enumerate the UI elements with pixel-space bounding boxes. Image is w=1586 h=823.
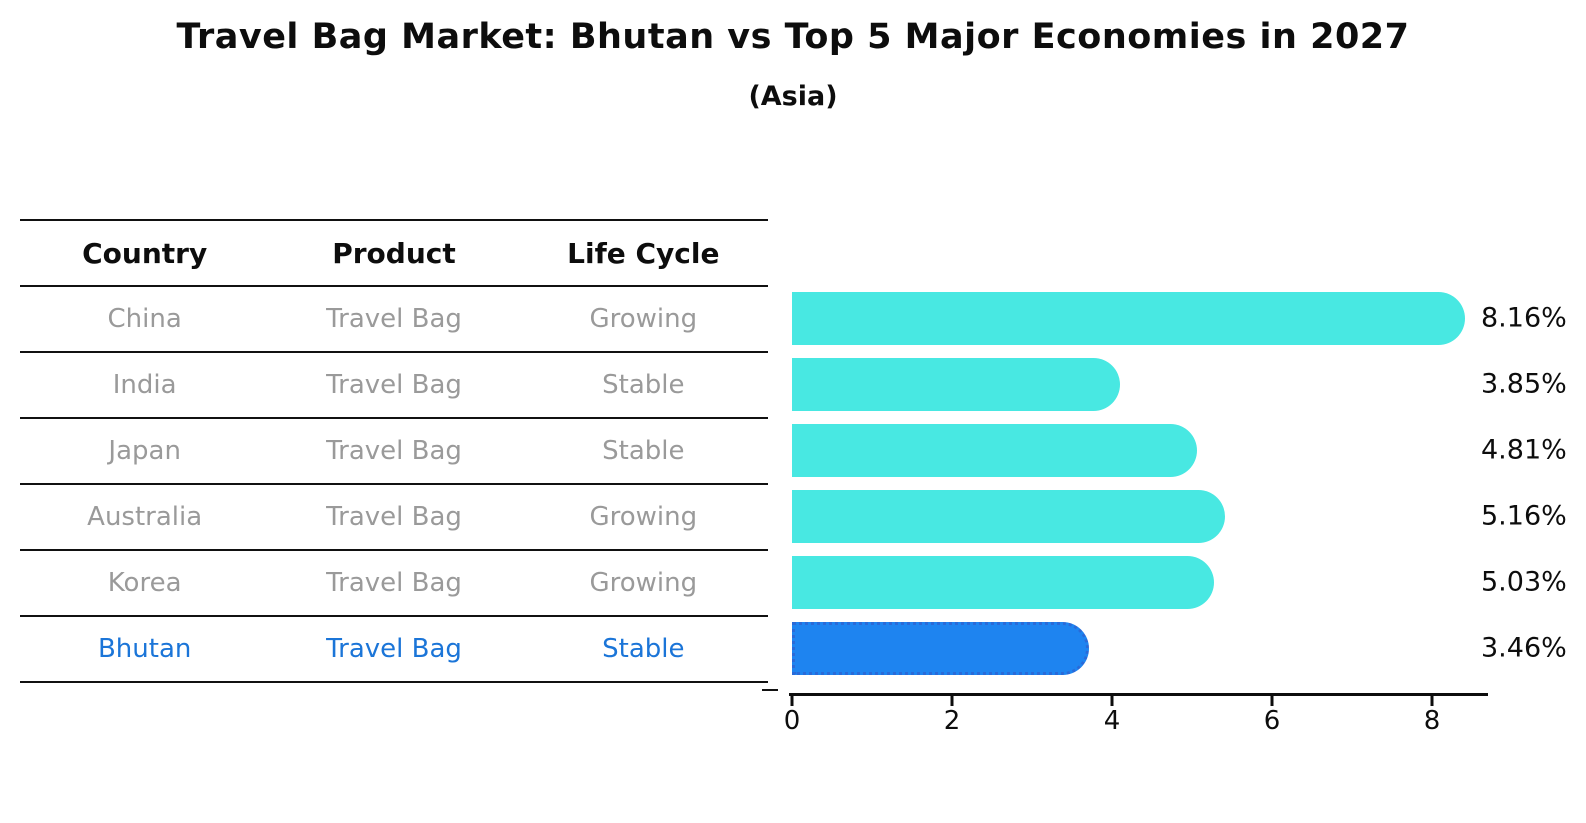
table-row-india: India Travel Bag Stable xyxy=(20,351,768,417)
table-cell-product: Travel Bag xyxy=(326,304,462,334)
bar-value-japan: 4.81% xyxy=(1481,434,1567,466)
table-row-korea: Korea Travel Bag Growing xyxy=(20,549,768,615)
x-axis-tick xyxy=(1430,694,1434,706)
table-cell-life-cycle: Stable xyxy=(602,634,685,664)
chart-subtitle: (Asia) xyxy=(748,81,838,112)
bar-japan xyxy=(792,424,1197,477)
x-axis-tick xyxy=(1110,694,1114,706)
table-header-product: Product xyxy=(332,236,456,270)
x-tick-label-8: 8 xyxy=(1423,706,1441,736)
table-cell-product: Travel Bag xyxy=(326,568,462,598)
bar-value-china: 8.16% xyxy=(1481,302,1567,334)
table-cell-life-cycle: Stable xyxy=(602,436,685,466)
table-bottom-line-stub xyxy=(762,689,778,691)
bar-value-australia: 5.16% xyxy=(1481,500,1567,532)
table-row-bhutan: Bhutan Travel Bag Stable xyxy=(20,615,768,681)
bar-australia xyxy=(792,490,1225,543)
x-axis-tick xyxy=(950,694,954,706)
bar-value-korea: 5.03% xyxy=(1481,566,1567,598)
table-cell-country: Japan xyxy=(108,436,181,466)
table-cell-product: Travel Bag xyxy=(326,634,462,664)
table-row-japan: Japan Travel Bag Stable xyxy=(20,417,768,483)
x-axis-tick xyxy=(790,694,794,706)
bar-value-india: 3.85% xyxy=(1481,368,1567,400)
x-axis-tick xyxy=(1270,694,1274,706)
table-cell-product: Travel Bag xyxy=(326,370,462,400)
table-cell-life-cycle: Growing xyxy=(589,502,698,532)
bar-bhutan xyxy=(792,622,1089,675)
table-cell-country: China xyxy=(107,304,182,334)
table-cell-life-cycle: Growing xyxy=(589,304,698,334)
table-cell-product: Travel Bag xyxy=(326,436,462,466)
table-header-country: Country xyxy=(82,236,208,270)
table-cell-life-cycle: Stable xyxy=(602,370,685,400)
bar-india xyxy=(792,358,1120,411)
table-header-row: Country Product Life Cycle xyxy=(20,219,768,285)
chart-title: Travel Bag Market: Bhutan vs Top 5 Major… xyxy=(176,17,1410,57)
table-cell-product: Travel Bag xyxy=(326,502,462,532)
x-tick-label-0: 0 xyxy=(783,706,801,736)
table-cell-country: Bhutan xyxy=(97,634,192,664)
table-cell-country: Korea xyxy=(107,568,182,598)
x-tick-label-4: 4 xyxy=(1103,706,1121,736)
country-table: Country Product Life Cycle China Travel … xyxy=(20,219,768,683)
table-cell-country: Australia xyxy=(87,502,203,532)
table-row-china: China Travel Bag Growing xyxy=(20,285,768,351)
x-axis-line xyxy=(789,693,1488,696)
x-tick-label-6: 6 xyxy=(1263,706,1281,736)
table-row-australia: Australia Travel Bag Growing xyxy=(20,483,768,549)
table-header-life-cycle: Life Cycle xyxy=(567,236,720,270)
bar-value-bhutan: 3.46% xyxy=(1481,632,1567,664)
table-cell-life-cycle: Growing xyxy=(589,568,698,598)
table-cell-country: India xyxy=(112,370,177,400)
bar-korea xyxy=(792,556,1214,609)
bar-china xyxy=(792,292,1465,345)
x-tick-label-2: 2 xyxy=(943,706,961,736)
